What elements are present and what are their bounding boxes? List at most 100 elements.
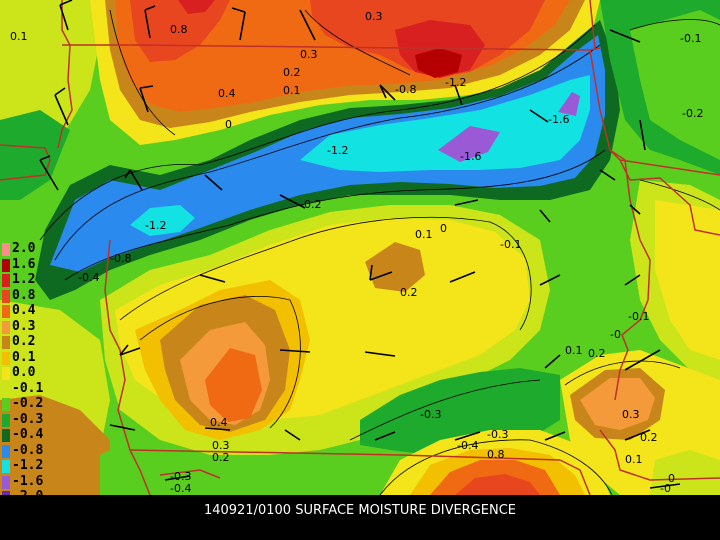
legend-row: 0.0 [0, 365, 50, 380]
legend-swatch [2, 429, 10, 442]
legend-row: 0.4 [0, 303, 50, 318]
legend-swatch [2, 351, 10, 365]
field-east-yellow2 [655, 200, 720, 360]
field-se-orange [580, 378, 655, 430]
contour-label: 0.4 [210, 416, 228, 429]
legend-label: 0.1 [12, 349, 36, 365]
legend-row: -0.8 [0, 442, 50, 458]
legend-row: 2.0 [0, 241, 50, 256]
legend-swatch [2, 289, 10, 303]
legend-swatch [2, 413, 10, 427]
contour-label: -1.2 [145, 219, 166, 232]
contour-label: -1.2 [445, 76, 466, 89]
legend-label: 2.0 [12, 241, 36, 256]
contour-label: 0 [668, 472, 675, 485]
field-sw-green [100, 440, 170, 495]
legend-label: 1.6 [12, 256, 36, 272]
contour-label: -0.2 [300, 198, 321, 211]
legend-row: -1.6 [0, 473, 50, 489]
legend-row: -0.1 [0, 380, 50, 396]
title-bar: 140921/0100 SURFACE MOISTURE DIVERGENCE [0, 495, 720, 540]
contour-label: -0.3 [170, 470, 191, 483]
wind-barbs [39, 0, 681, 489]
legend-row: 1.6 [0, 256, 50, 272]
contour-label: 0 [440, 222, 447, 235]
legend-label: -0.8 [12, 442, 44, 458]
field-north-darkred [415, 48, 462, 78]
color-legend: 2.0 1.6 1.2 0.8 0.4 0.3 0.2 0.1 0.0 -0.1 -0.2 -0.3-… [0, 241, 50, 513]
field-north-red [130, 0, 230, 62]
legend-swatch [2, 460, 10, 473]
legend-swatch [2, 320, 10, 334]
field-center-knob [365, 242, 425, 292]
contour-label: -0.1 [680, 32, 701, 45]
legend-label: 1.2 [12, 272, 36, 287]
contour-label: -0.4 [78, 271, 99, 284]
legend-swatch [2, 305, 10, 318]
field-se-lightgreen [650, 450, 720, 495]
legend-label: 0.0 [12, 365, 36, 380]
contour-label: 0.3 [300, 48, 318, 61]
legend-swatch [2, 243, 10, 256]
legend-label: 0.4 [12, 303, 36, 318]
legend-swatch [2, 444, 10, 458]
contour-label: 0.1 [565, 344, 583, 357]
contour-label: -0.8 [395, 83, 416, 96]
legend-swatch [2, 258, 10, 272]
legend-label: 0.2 [12, 334, 36, 349]
contour-label: 0.1 [283, 84, 301, 97]
legend-swatch [2, 274, 10, 287]
contour-label: -0.1 [500, 238, 521, 251]
contour-label: 0.2 [283, 66, 301, 79]
field-band-purple2 [558, 92, 580, 116]
field-sw-gold [0, 395, 110, 495]
legend-swatch [2, 475, 10, 489]
contour-label: -0.4 [170, 482, 191, 495]
legend-swatch [2, 382, 10, 396]
legend-row: -0.2 [0, 396, 50, 411]
legend-label: -0.4 [12, 427, 44, 442]
contour-label: 0.4 [218, 87, 236, 100]
legend-label: -0.3 [12, 411, 44, 427]
field-north-darkred2 [178, 0, 215, 14]
contour-label: -0.3 [487, 428, 508, 441]
contour-label: -1.6 [548, 113, 569, 126]
contour-label: 0.2 [212, 451, 230, 464]
contour-label: 0.1 [10, 30, 28, 43]
contour-label: -0.3 [420, 408, 441, 421]
contour-label: -1.2 [327, 144, 348, 157]
contour-label: 0.3 [365, 10, 383, 23]
legend-label: -0.2 [12, 396, 44, 411]
legend-label: 0.3 [12, 318, 36, 334]
field-band-purple [438, 126, 500, 162]
map-title: 140921/0100 SURFACE MOISTURE DIVERGENCE [203, 503, 517, 518]
field-band-cyan [300, 75, 590, 172]
contour-label: 0.2 [588, 347, 606, 360]
legend-label: 0.8 [12, 287, 36, 303]
legend-row: -0.3 [0, 411, 50, 427]
contour-label: 0.3 [212, 439, 230, 452]
legend-row: 0.3 [0, 318, 50, 334]
field-south-red [455, 474, 540, 495]
legend-row: 0.2 [0, 334, 50, 349]
contour-label: 0.2 [640, 431, 658, 444]
contour-label: -1.6 [460, 150, 481, 163]
legend-swatch [2, 367, 10, 380]
contour-label: -0.4 [457, 439, 478, 452]
legend-label: -1.6 [12, 473, 44, 489]
contour-label: 0.8 [170, 23, 188, 36]
contour-label: 0.1 [415, 228, 433, 241]
contour-label: -0.8 [110, 252, 131, 265]
state-borders [0, 0, 720, 495]
contour-label: -0 [660, 482, 671, 495]
contour-label: 0.1 [625, 453, 643, 466]
field-center-red [205, 348, 262, 422]
legend-label: -0.1 [12, 380, 44, 396]
field-band-cyan2 [130, 205, 195, 236]
contour-value-labels: 0.10.80.30.30.20.10.40-0.8-1.2-1.6-1.6-1… [10, 10, 703, 495]
contour-label: -0.2 [682, 107, 703, 120]
legend-swatch [2, 336, 10, 349]
legend-swatch [2, 398, 10, 411]
contour-label: 0.8 [487, 448, 505, 461]
contour-label: -0 [610, 328, 621, 341]
